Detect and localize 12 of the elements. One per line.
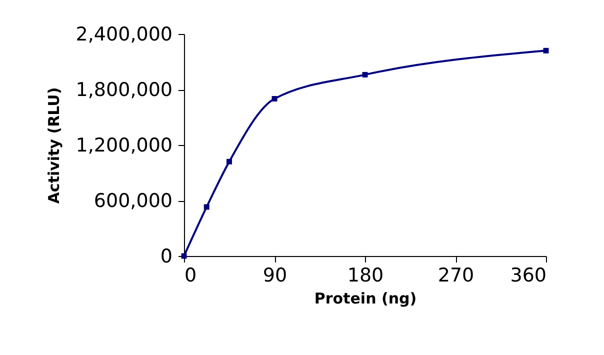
x-tick-label: 270 [438,264,474,286]
y-tick-label: 1,200,000 [76,134,172,156]
x-tick-label: 180 [347,264,384,286]
x-tick-label: 360 [510,264,546,286]
y-tick-label: 2,400,000 [76,24,172,46]
y-tick-label: 1,800,000 [76,79,172,101]
y-tick-label: 600,000 [94,190,172,212]
x-tick-label: 0 [184,264,197,286]
y-axis-title: Activity (RLU) [44,87,63,204]
x-tick-label: 90 [262,264,288,286]
y-tick-label: 0 [160,246,172,268]
x-axis-title: Protein (ng) [314,290,417,308]
